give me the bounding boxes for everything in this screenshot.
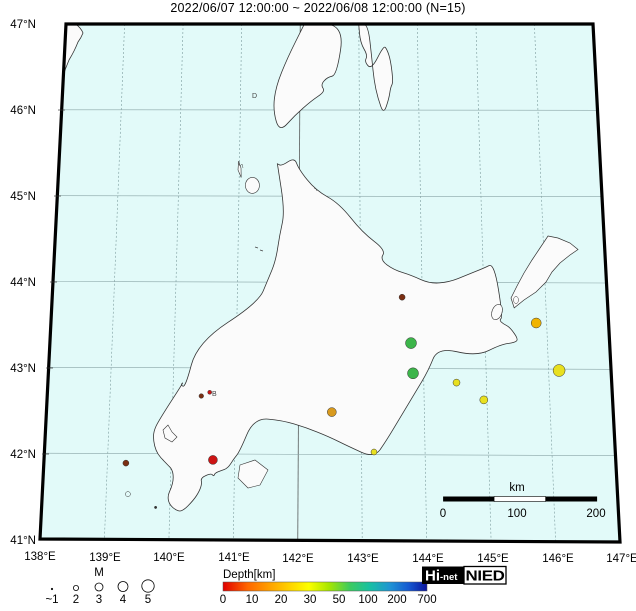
svg-text:~1: ~1: [45, 594, 58, 606]
svg-text:B: B: [212, 391, 217, 398]
svg-text:-net: -net: [440, 572, 458, 583]
svg-text:2: 2: [73, 594, 79, 606]
svg-text:200: 200: [387, 594, 406, 606]
svg-text:145°E: 145°E: [477, 553, 509, 565]
svg-text:M: M: [94, 567, 104, 579]
svg-text:147°E: 147°E: [606, 553, 636, 565]
svg-text:44°N: 44°N: [10, 277, 36, 289]
svg-text:Hi: Hi: [425, 568, 440, 585]
svg-text:10: 10: [246, 594, 259, 606]
svg-text:100: 100: [358, 594, 377, 606]
svg-text:139°E: 139°E: [89, 552, 121, 564]
svg-text:142°E: 142°E: [282, 553, 314, 565]
svg-text:143°E: 143°E: [347, 553, 379, 565]
svg-text:5: 5: [145, 594, 151, 606]
svg-text:4: 4: [120, 594, 127, 606]
svg-text:144°E: 144°E: [412, 553, 444, 565]
svg-text:141°E: 141°E: [218, 552, 250, 564]
svg-text:0: 0: [220, 594, 226, 606]
svg-text:100: 100: [507, 508, 526, 520]
svg-text:42°N: 42°N: [10, 449, 36, 461]
svg-text:0: 0: [440, 508, 446, 520]
svg-text:140°E: 140°E: [153, 552, 185, 564]
svg-text:45°N: 45°N: [10, 191, 36, 203]
svg-text:D: D: [252, 93, 257, 100]
svg-text:3: 3: [96, 594, 102, 606]
svg-text:47°N: 47°N: [10, 19, 36, 31]
svg-text:138°E: 138°E: [24, 551, 56, 563]
svg-text:146°E: 146°E: [542, 553, 574, 565]
svg-text:NIED: NIED: [466, 568, 506, 585]
svg-text:20: 20: [275, 594, 288, 606]
svg-text:50: 50: [333, 594, 346, 606]
svg-text:700: 700: [417, 594, 436, 606]
svg-text:46°N: 46°N: [10, 105, 36, 117]
svg-text:43°N: 43°N: [10, 363, 36, 375]
svg-text:30: 30: [304, 594, 317, 606]
svg-text:km: km: [509, 482, 524, 494]
svg-text:200: 200: [586, 508, 605, 520]
svg-text:41°N: 41°N: [10, 535, 36, 547]
svg-text:Depth[km]: Depth[km]: [223, 569, 275, 581]
